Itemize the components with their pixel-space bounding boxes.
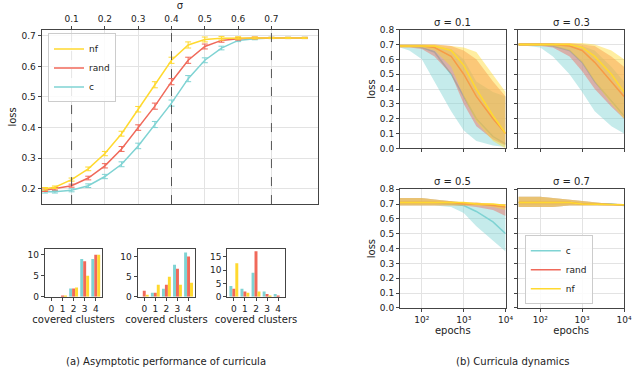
svg-text:10⁴: 10⁴	[616, 315, 631, 325]
svg-text:0.8: 0.8	[380, 184, 395, 194]
svg-text:10²: 10²	[533, 315, 548, 325]
svg-text:0: 0	[216, 292, 222, 302]
svg-text:σ = 0.5: σ = 0.5	[434, 176, 471, 187]
svg-text:σ: σ	[177, 0, 184, 11]
svg-text:0.4: 0.4	[380, 244, 395, 254]
svg-text:covered clusters: covered clusters	[32, 314, 114, 325]
svg-text:σ = 0.7: σ = 0.7	[553, 176, 590, 187]
svg-text:0.6: 0.6	[380, 55, 395, 65]
svg-text:epochs: epochs	[435, 325, 471, 336]
svg-text:0.1: 0.1	[380, 288, 394, 298]
svg-text:0.5: 0.5	[380, 229, 394, 239]
svg-text:10³: 10³	[575, 315, 590, 325]
svg-text:0.5: 0.5	[21, 92, 35, 102]
svg-text:4: 4	[186, 304, 192, 314]
svg-text:0.5: 0.5	[198, 14, 212, 24]
svg-text:0: 0	[126, 292, 132, 302]
svg-text:0: 0	[49, 304, 55, 314]
svg-text:0.0: 0.0	[380, 303, 395, 313]
svg-text:0.4: 0.4	[164, 14, 179, 24]
svg-text:0.6: 0.6	[380, 214, 395, 224]
svg-text:1: 1	[60, 304, 66, 314]
svg-text:0.1: 0.1	[380, 129, 394, 139]
svg-text:nf: nf	[89, 44, 99, 54]
svg-text:2: 2	[253, 304, 259, 314]
svg-text:10⁴: 10⁴	[498, 315, 513, 325]
svg-text:0: 0	[231, 304, 237, 314]
svg-text:0.3: 0.3	[380, 259, 394, 269]
svg-text:0.4: 0.4	[21, 123, 36, 133]
svg-text:c: c	[89, 82, 94, 92]
svg-text:nf: nf	[566, 284, 576, 294]
svg-text:0.0: 0.0	[380, 144, 395, 154]
svg-text:covered clusters: covered clusters	[215, 314, 297, 325]
svg-text:0.7: 0.7	[380, 199, 394, 209]
svg-text:0: 0	[141, 304, 147, 314]
svg-text:1: 1	[242, 304, 248, 314]
svg-text:0.3: 0.3	[21, 153, 35, 163]
svg-text:0.7: 0.7	[21, 31, 35, 41]
svg-text:10: 10	[28, 250, 40, 260]
svg-text:0.6: 0.6	[231, 14, 246, 24]
svg-text:0.8: 0.8	[380, 25, 395, 35]
svg-text:0.1: 0.1	[64, 14, 78, 24]
svg-text:(b) Curricula dynamics: (b) Curricula dynamics	[456, 356, 569, 367]
svg-text:0.4: 0.4	[380, 84, 395, 94]
svg-text:4: 4	[275, 304, 281, 314]
svg-text:rand: rand	[89, 63, 110, 73]
svg-text:5: 5	[216, 279, 222, 289]
svg-text:3: 3	[264, 304, 270, 314]
svg-text:loss: loss	[366, 79, 377, 98]
svg-text:loss: loss	[7, 107, 18, 126]
svg-text:5: 5	[33, 271, 39, 281]
svg-text:epochs: epochs	[553, 325, 589, 336]
svg-text:10: 10	[210, 265, 222, 275]
svg-text:σ = 0.3: σ = 0.3	[553, 17, 590, 28]
svg-text:rand: rand	[566, 265, 587, 275]
svg-text:3: 3	[82, 304, 88, 314]
svg-text:c: c	[566, 246, 571, 256]
svg-text:σ = 0.1: σ = 0.1	[434, 17, 471, 28]
svg-text:5: 5	[126, 272, 132, 282]
svg-text:2: 2	[71, 304, 77, 314]
svg-text:0.7: 0.7	[380, 40, 394, 50]
svg-text:10³: 10³	[456, 315, 471, 325]
svg-text:1: 1	[152, 304, 158, 314]
svg-text:0: 0	[33, 292, 39, 302]
svg-text:0.2: 0.2	[21, 184, 35, 194]
svg-text:10²: 10²	[414, 315, 429, 325]
svg-text:0.3: 0.3	[380, 99, 394, 109]
svg-text:(a) Asymptotic performance of: (a) Asymptotic performance of curricula	[66, 356, 266, 367]
svg-text:4: 4	[93, 304, 99, 314]
svg-text:0.2: 0.2	[98, 14, 112, 24]
svg-text:0.5: 0.5	[380, 69, 394, 79]
svg-text:2: 2	[164, 304, 170, 314]
svg-text:0.7: 0.7	[264, 14, 278, 24]
svg-text:covered clusters: covered clusters	[125, 314, 207, 325]
svg-text:15: 15	[210, 252, 221, 262]
svg-text:0.6: 0.6	[21, 62, 36, 72]
svg-text:0.2: 0.2	[380, 114, 394, 124]
svg-text:3: 3	[175, 304, 181, 314]
svg-text:loss: loss	[366, 239, 377, 258]
svg-text:0.3: 0.3	[131, 14, 145, 24]
svg-text:0.2: 0.2	[380, 273, 394, 283]
svg-text:10: 10	[120, 252, 132, 262]
